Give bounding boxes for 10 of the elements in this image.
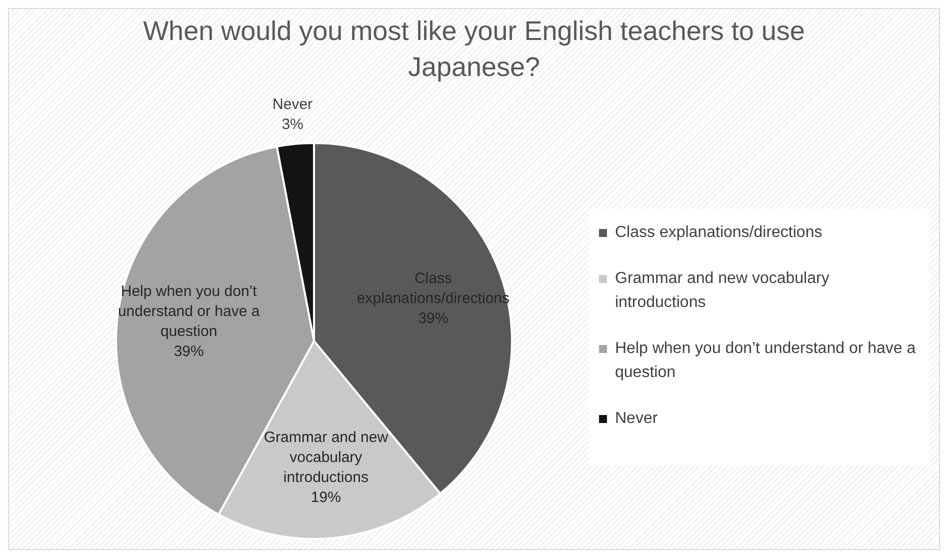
slice-label: Never: [272, 96, 313, 113]
chart-title: When would you most like your English teachers to use Japanese?: [142, 15, 806, 84]
slice-label: Grammar and new vocabulary introductions: [264, 428, 388, 486]
legend-label: Help when you don’t understand or have a question: [615, 339, 917, 383]
legend-label: Grammar and new vocabulary introductions: [615, 269, 830, 313]
data-label: 19%: [310, 488, 341, 506]
legend-label: Class explanations/directions: [615, 223, 822, 243]
data-label: 3%: [282, 116, 304, 133]
data-label: 39%: [174, 342, 204, 360]
legend-label: Never: [615, 409, 658, 429]
